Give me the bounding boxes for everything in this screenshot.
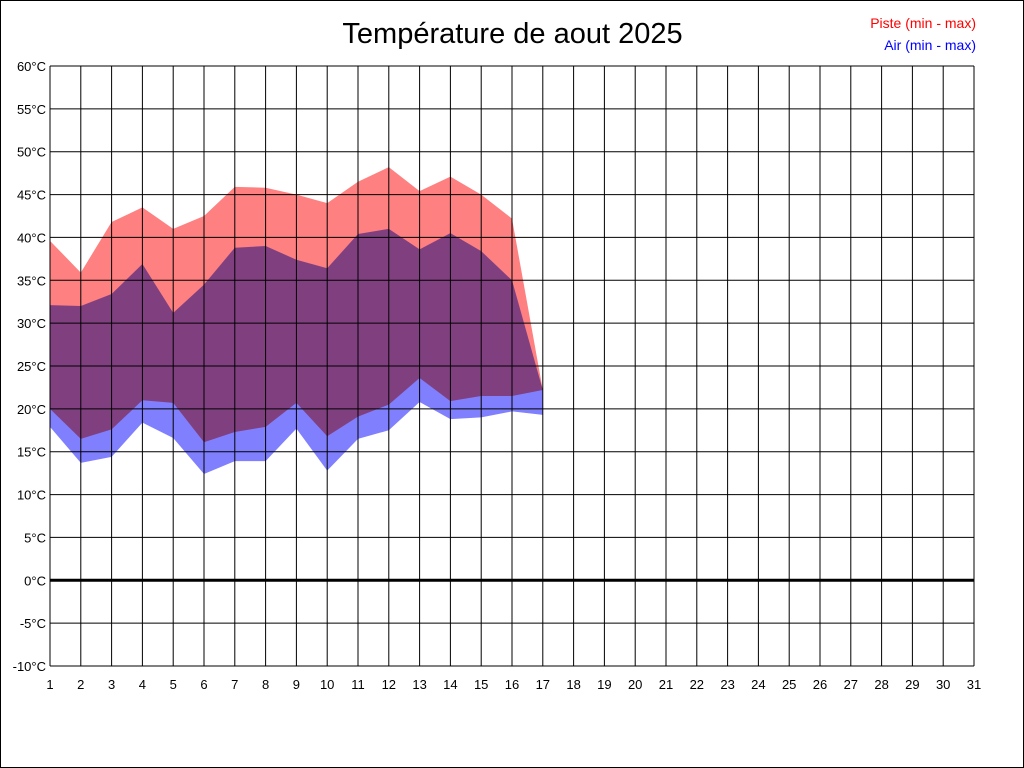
chart-title: Température de aout 2025	[342, 18, 683, 50]
x-tick-label: 29	[905, 677, 919, 692]
y-tick-label: 5°C	[24, 530, 46, 545]
y-tick-label: 50°C	[17, 145, 46, 160]
x-tick-label: 21	[659, 677, 673, 692]
x-tick-label: 9	[293, 677, 300, 692]
x-tick-label: 5	[170, 677, 177, 692]
y-tick-label: 30°C	[17, 316, 46, 331]
x-tick-label: 11	[351, 677, 365, 692]
x-tick-label: 7	[231, 677, 238, 692]
y-tick-label: 15°C	[17, 445, 46, 460]
x-tick-label: 24	[751, 677, 765, 692]
y-tick-label: -5°C	[20, 616, 46, 631]
legend-piste: Piste (min - max)	[870, 15, 976, 31]
x-tick-label: 10	[320, 677, 334, 692]
x-tick-label: 25	[782, 677, 796, 692]
y-tick-label: 10°C	[17, 488, 46, 503]
x-tick-label: 18	[566, 677, 580, 692]
x-tick-label: 1	[46, 677, 53, 692]
legend-air: Air (min - max)	[884, 37, 976, 53]
y-tick-label: 40°C	[17, 230, 46, 245]
x-tick-label: 14	[443, 677, 457, 692]
y-tick-label: 0°C	[24, 573, 46, 588]
x-tick-label: 20	[628, 677, 642, 692]
y-tick-label: 55°C	[17, 102, 46, 117]
x-tick-label: 12	[382, 677, 396, 692]
y-tick-label: 60°C	[17, 59, 46, 74]
x-tick-label: 4	[139, 677, 146, 692]
y-tick-label: -10°C	[13, 659, 46, 674]
x-tick-label: 16	[505, 677, 519, 692]
x-tick-label: 23	[720, 677, 734, 692]
x-tick-label: 27	[844, 677, 858, 692]
x-tick-label: 3	[108, 677, 115, 692]
x-tick-label: 28	[874, 677, 888, 692]
x-tick-label: 15	[474, 677, 488, 692]
y-tick-label: 45°C	[17, 188, 46, 203]
x-tick-label: 8	[262, 677, 269, 692]
x-tick-label: 31	[967, 677, 981, 692]
x-tick-label: 17	[536, 677, 550, 692]
x-tick-label: 13	[412, 677, 426, 692]
x-tick-label: 26	[813, 677, 827, 692]
y-tick-label: 20°C	[17, 402, 46, 417]
y-tick-label: 35°C	[17, 273, 46, 288]
y-tick-label: 25°C	[17, 359, 46, 374]
x-tick-label: 19	[597, 677, 611, 692]
x-tick-label: 22	[690, 677, 704, 692]
x-tick-label: 2	[77, 677, 84, 692]
x-tick-label: 30	[936, 677, 950, 692]
x-tick-label: 6	[200, 677, 207, 692]
